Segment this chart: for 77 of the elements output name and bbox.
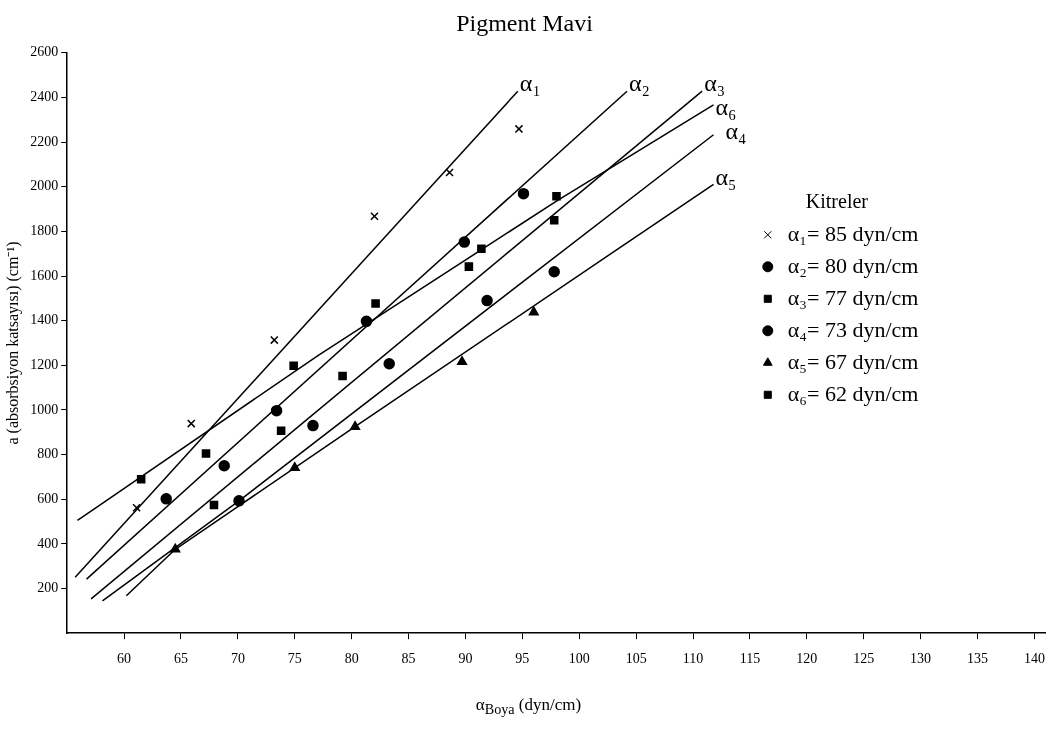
point [307, 419, 319, 432]
x-tick-label: 105 [625, 651, 647, 667]
y-tick-label: 2600 [30, 44, 59, 60]
point [517, 187, 530, 200]
series-label: α₁ [519, 70, 541, 97]
x-tick-label: 80 [344, 651, 359, 667]
point [186, 419, 196, 428]
x-tick-label: 100 [568, 651, 590, 667]
x-tick-label: 65 [173, 651, 188, 667]
x-tick-label: 85 [401, 651, 416, 667]
point [201, 449, 211, 458]
point [477, 244, 486, 254]
point [132, 503, 141, 513]
point [383, 358, 395, 370]
x-tick-label: 70 [230, 651, 245, 667]
legend-label: α₂= 80 dyn/cm [787, 252, 919, 278]
series-label: α₂ [629, 70, 650, 97]
point [233, 495, 245, 507]
y-tick-label: 1800 [30, 223, 59, 239]
x-tick-label: 95 [515, 651, 530, 667]
point [371, 299, 380, 308]
series-label: α₃ [704, 70, 726, 97]
legend-label: α₆= 62 dyn/cm [787, 380, 919, 406]
chart-title: Pigment Mavi [456, 9, 594, 36]
x-tick-label: 110 [682, 651, 704, 667]
point [458, 236, 471, 248]
legend-label: α₄= 73 dyn/cm [787, 316, 919, 342]
point [136, 474, 146, 484]
y-tick-label: 800 [37, 446, 59, 462]
point [464, 262, 474, 271]
x-tick-label: 135 [967, 651, 989, 667]
y-tick-label: 200 [37, 580, 59, 596]
x-axis-title: α$_{Boya}$ (dyn/cm) [474, 695, 583, 719]
legend-label: α₅= 67 dyn/cm [787, 348, 919, 374]
point [170, 543, 181, 553]
point [160, 493, 172, 505]
point [209, 500, 219, 510]
point [481, 294, 493, 307]
x-tick-label: 60 [117, 651, 132, 667]
y-tick-label: 1200 [30, 356, 59, 372]
x-tick-label: 90 [458, 651, 473, 667]
x-tick-label: 120 [796, 651, 818, 667]
y-tick-label: 600 [37, 490, 59, 506]
legend-label: α₁= 85 dyn/cm [787, 220, 919, 246]
x-tick-label: 125 [853, 651, 875, 667]
point [218, 460, 230, 472]
legend-label: α₃= 77 dyn/cm [787, 284, 919, 310]
y-tick-label: 2000 [30, 178, 59, 194]
point [552, 192, 561, 201]
point [548, 266, 560, 278]
point [360, 315, 373, 328]
y-tick-label: 1400 [30, 312, 59, 328]
point [514, 124, 524, 134]
point [289, 462, 300, 472]
point [270, 335, 279, 345]
x-tick-label: 115 [739, 651, 761, 667]
point [370, 211, 379, 221]
point [549, 215, 559, 225]
point [445, 168, 454, 177]
point [276, 426, 286, 436]
y-tick-label: 2400 [30, 89, 59, 105]
y-axis-title: a (absorbsiyon katsayısı) (cm⁻¹) [3, 241, 22, 445]
point [289, 361, 298, 371]
y-tick-label: 2200 [30, 133, 59, 149]
point [350, 420, 361, 430]
point [456, 356, 468, 365]
y-tick-label: 400 [37, 535, 59, 551]
point [338, 371, 347, 381]
series-label: α₅ [715, 163, 737, 190]
x-tick-label: 130 [910, 651, 932, 667]
x-tick-label: 75 [287, 651, 302, 667]
x-tick-label: 140 [1023, 651, 1045, 667]
point [528, 306, 539, 316]
y-tick-label: 1000 [30, 401, 59, 417]
legend-title: Kitreler [805, 190, 869, 213]
point [270, 404, 283, 417]
y-tick-label: 1600 [30, 267, 59, 283]
